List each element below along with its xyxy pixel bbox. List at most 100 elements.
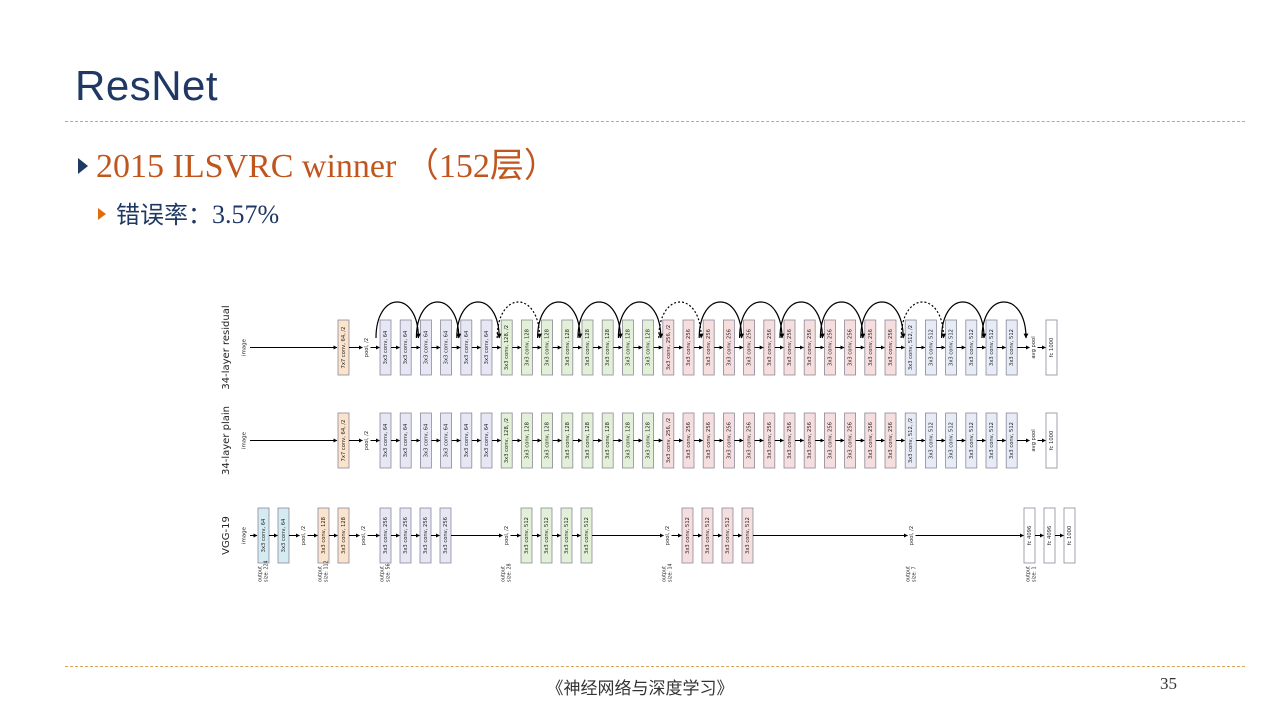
residual-layer-8-label: 3x3 conv, 128, /2 [504, 325, 510, 370]
vgg-layer-22-label: fc 4096 [1047, 526, 1053, 546]
residual-layer-25-label: 3x3 conv, 256 [848, 329, 854, 366]
output-size-label-2: output [380, 566, 386, 582]
vgg-layer-18-label: 3x3 conv, 512 [725, 517, 731, 554]
bottom-divider [65, 666, 1245, 667]
triangle-bullet-icon [78, 158, 88, 175]
plain-layer-3-label: 3x3 conv, 64 [403, 423, 409, 457]
residual-layer-23-label: 3x3 conv, 256 [807, 329, 813, 366]
output-size-label-3: output [501, 566, 507, 582]
residual-layer-13-label: 3x3 conv, 128 [605, 329, 611, 366]
bullet-level1: 2015 ILSVRC winner （152层） [78, 138, 558, 187]
error-rate-label: 错误率： [116, 201, 212, 229]
vgg-layer-12-label: 3x3 conv, 512 [544, 517, 550, 554]
vgg-layer-1-label: 3x3 conv, 64 [281, 518, 287, 552]
slide-title: ResNet [75, 62, 219, 109]
vgg-layer-6-label: 3x3 conv, 256 [383, 517, 389, 554]
vgg-layer-17-label: 3x3 conv, 512 [705, 517, 711, 554]
residual-shortcut-10 [779, 301, 825, 339]
plain-layer-2-label: 3x3 conv, 64 [383, 423, 389, 457]
residual-layer-34: avg pool [1031, 336, 1037, 358]
plain-layer-30-label: 3x3 conv, 512 [949, 422, 955, 459]
plain-layer-9-label: 3x3 conv, 128 [524, 422, 530, 459]
plain-layer-26-label: 3x3 conv, 256 [868, 422, 874, 459]
vgg-layer-0-label: 3x3 conv, 64 [261, 518, 267, 552]
residual-layer-30-label: 3x3 conv, 512 [949, 329, 955, 366]
residual-shortcut-5 [577, 301, 623, 339]
plain-layer-22-label: 3x3 conv, 256 [787, 422, 793, 459]
plain-layer-35 [1045, 412, 1058, 469]
vgg-layer-9-label: 3x3 conv, 256 [443, 517, 449, 554]
output-size-label-5: output [906, 566, 912, 582]
plain-layer-27-label: 3x3 conv, 256 [888, 422, 894, 459]
residual-layer-2-label: 3x3 conv, 64 [383, 330, 389, 364]
vgg-layer-4-label: 3x3 conv, 128 [341, 517, 347, 554]
residual-layer-16-label: 3x3 conv, 256, /2 [666, 325, 672, 370]
residual-layer-15 [642, 319, 655, 376]
residual-layer-11-label: 3x3 conv, 128 [565, 329, 571, 366]
residual-shortcut-14 [941, 301, 987, 339]
residual-layer-27-label: 3x3 conv, 256 [888, 329, 894, 366]
residual-shortcut-13 [900, 301, 946, 339]
residual-shortcut-2 [456, 301, 502, 339]
output-size-label-4: output [662, 566, 668, 582]
residual-layer-31-label: 3x3 conv, 512 [969, 329, 975, 366]
residual-layer-4-label: 3x3 conv, 64 [423, 330, 429, 364]
residual-layer-7-label: 3x3 conv, 64 [484, 330, 490, 364]
output-size-value-6: size: 1 [1032, 567, 1038, 583]
residual-layer-33-label: 3x3 conv, 512 [1009, 329, 1015, 366]
residual-layer-35-label: fc 1000 [1049, 338, 1055, 358]
plain-layer-6-label: 3x3 conv, 64 [464, 423, 470, 457]
vgg-layer-7-label: 3x3 conv, 256 [403, 517, 409, 554]
residual-shortcut-1 [415, 301, 462, 339]
vgg-layer-10: pool, /2 [504, 526, 510, 545]
plain-layer-5-label: 3x3 conv, 64 [444, 423, 450, 457]
residual-layer-17-label: 3x3 conv, 256 [686, 329, 692, 366]
plain-layer-28-label: 3x3 conv, 512, /2 [908, 418, 914, 463]
page-number: 35 [1160, 674, 1177, 693]
residual-shortcut-11 [819, 301, 866, 339]
plain-row-label: 34-layer plain [221, 406, 232, 475]
output-size-label-6: output [1026, 566, 1032, 582]
residual-layer-14-label: 3x3 conv, 128 [625, 329, 631, 366]
residual-layer-21-label: 3x3 conv, 256 [767, 329, 773, 366]
vgg-layer-3-label: 3x3 conv, 128 [321, 517, 327, 554]
vgg-layer-11-label: 3x3 conv, 512 [524, 517, 530, 554]
plain-layer-16-label: 3x3 conv, 256, /2 [666, 418, 672, 463]
plain-layer-12-label: 3x3 conv, 128 [585, 422, 591, 459]
footer-book-title: 《神经网络与深度学习》 [546, 679, 734, 699]
plain-layer-20-label: 3x3 conv, 256 [747, 422, 753, 459]
residual-shortcut-9 [739, 301, 785, 339]
vgg-layer-21-label: fc 4096 [1027, 526, 1033, 546]
output-size-value-3: size: 28 [507, 563, 513, 582]
plain-layer-0-label: 7x7 conv, 64, /2 [341, 420, 347, 462]
residual-layer-29-label: 3x3 conv, 512 [928, 329, 934, 366]
vgg-layer-15: pool, /2 [665, 526, 671, 545]
residual-layer-22-label: 3x3 conv, 256 [787, 329, 793, 366]
output-size-value-1: size: 112 [324, 560, 330, 582]
residual-layer-28-label: 3x3 conv, 512, /2 [908, 325, 914, 370]
plain-layer-33-label: 3x3 conv, 512 [1009, 422, 1015, 459]
residual-layer-12-label: 3x3 conv, 128 [585, 329, 591, 366]
plain-layer-21-label: 3x3 conv, 256 [767, 422, 773, 459]
residual-layer-35 [1045, 319, 1058, 376]
plain-layer-25-label: 3x3 conv, 256 [848, 422, 854, 459]
vgg-layer-8-label: 3x3 conv, 256 [423, 517, 429, 554]
vgg-layer-23-label: fc 1000 [1067, 526, 1073, 546]
residual-layer-32-label: 3x3 conv, 512 [989, 329, 995, 366]
plain-layer-32-label: 3x3 conv, 512 [989, 422, 995, 459]
output-size-label-1: output [318, 566, 324, 582]
residual-layer-1: pool, /2 [364, 338, 370, 357]
top-divider [65, 121, 1245, 122]
output-size-value-5: size: 7 [912, 567, 918, 583]
vgg-layer-2: pool, /2 [301, 526, 307, 545]
residual-layer-10 [541, 319, 554, 376]
residual-shortcut-4 [537, 301, 583, 339]
output-size-value-0: size: 224 [264, 560, 270, 582]
bullet-level2: 错误率：3.57% [98, 195, 279, 230]
residual-layer-24-label: 3x3 conv, 256 [827, 329, 833, 366]
plain-layer-10 [541, 412, 554, 469]
residual-shortcut-3 [496, 301, 542, 339]
vgg-input-label: image [242, 526, 248, 544]
residual-input-label: image [242, 338, 248, 356]
plain-layer-1: pool, /2 [364, 431, 370, 450]
